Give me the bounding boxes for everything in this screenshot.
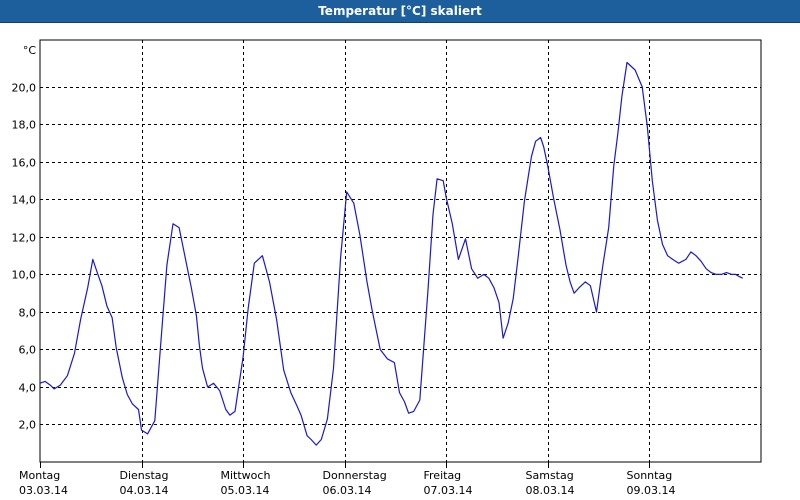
y-tick-label: 20,0 (12, 82, 37, 95)
y-tick-label: 14,0 (12, 194, 37, 207)
x-tick-day-label: Samstag (526, 469, 574, 482)
y-tick-label: 6,0 (19, 344, 37, 357)
y-tick-label: 4,0 (19, 382, 37, 395)
x-tick-day-label: Dienstag (120, 469, 169, 482)
y-tick-label: 2,0 (19, 419, 37, 432)
y-tick-label: 8,0 (19, 307, 37, 320)
y-axis-unit: °C (23, 44, 37, 57)
x-tick-day-label: Mittwoch (221, 469, 271, 482)
plot-frame (39, 39, 762, 463)
x-tick-date-label: 04.03.14 (120, 484, 169, 497)
window-title: Temperatur [°C] skaliert (318, 4, 482, 18)
x-tick-day-label: Sonntag (627, 469, 673, 482)
x-tick-date-label: 06.03.14 (323, 484, 372, 497)
y-tick-label: 18,0 (12, 119, 37, 132)
x-tick-day-label: Donnerstag (323, 469, 387, 482)
y-tick-label: 12,0 (12, 232, 37, 245)
y-tick-label: 10,0 (12, 269, 37, 282)
x-tick-date-label: 09.03.14 (627, 484, 676, 497)
x-tick-day-label: Freitag (424, 469, 462, 482)
x-tick-date-label: 08.03.14 (526, 484, 575, 497)
y-tick-label: 16,0 (12, 157, 37, 170)
temperature-chart: 2,0 4,0 6,0 8,0 10,0 12,0 14,0 16,0 18,0 20,0 °C Mo… (12, 39, 762, 497)
temperature-series-line (39, 61, 743, 446)
x-tick-day-label: Montag (19, 469, 60, 482)
x-tick-date-label: 07.03.14 (424, 484, 473, 497)
x-tick-date-label: 05.03.14 (221, 484, 270, 497)
x-tick-date-label: 03.03.14 (19, 484, 68, 497)
title-bar: Temperatur [°C] skaliert (0, 0, 800, 23)
